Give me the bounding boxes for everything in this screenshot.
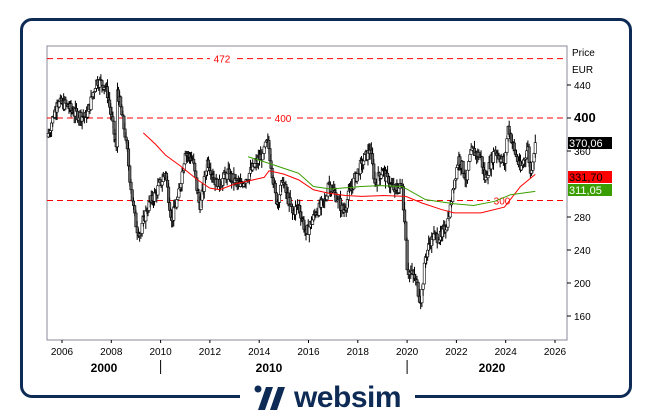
moving-average-line xyxy=(247,156,536,206)
x-tick-label: 2020 xyxy=(396,347,419,358)
candle xyxy=(288,197,292,205)
candle xyxy=(180,171,184,184)
candle xyxy=(465,169,469,181)
candle xyxy=(129,181,133,191)
websim-logo: websim xyxy=(240,378,415,418)
candle xyxy=(404,221,408,241)
candle xyxy=(86,110,90,118)
x-tick-label: 2014 xyxy=(248,347,271,358)
candle xyxy=(533,142,537,154)
y-tick-label: 160 xyxy=(574,312,591,323)
candle xyxy=(362,160,366,165)
x-tick-label: 2010 xyxy=(149,347,172,358)
candle xyxy=(100,80,104,86)
moving-average-line xyxy=(143,132,536,214)
candle xyxy=(127,148,131,167)
plot-area xyxy=(46,45,568,341)
y-tick-label: 240 xyxy=(574,246,591,257)
candle xyxy=(273,182,277,194)
y-tick-label: 200 xyxy=(574,279,591,290)
candle xyxy=(193,162,197,172)
candle xyxy=(468,154,472,162)
candle xyxy=(172,206,176,221)
decade-label: 2010 xyxy=(256,361,283,375)
x-tick-label: 2022 xyxy=(445,347,468,358)
candle xyxy=(160,181,164,186)
y-tick-label: 280 xyxy=(574,213,591,224)
candle xyxy=(379,174,383,179)
x-tick-label: 2018 xyxy=(347,347,370,358)
level-label: 472 xyxy=(214,55,231,66)
candle xyxy=(421,283,425,290)
websim-mark-icon xyxy=(254,385,285,410)
candle xyxy=(176,196,180,200)
y-tick-label: 360 xyxy=(574,147,591,158)
last-value-badge xyxy=(568,171,612,183)
x-tick-label: 2012 xyxy=(199,347,222,358)
x-tick-label: 2026 xyxy=(544,347,567,358)
websim-wordmark: websim xyxy=(293,381,402,414)
decade-label: 2000 xyxy=(91,361,118,375)
candle xyxy=(461,160,465,174)
x-tick-label: 2016 xyxy=(297,347,320,358)
last-value-text: 311,05 xyxy=(569,185,602,197)
candle xyxy=(467,161,471,171)
x-tick-label: 2024 xyxy=(495,347,518,358)
last-value-badge xyxy=(568,184,612,196)
level-label: 300 xyxy=(494,197,511,208)
x-tick-label: 2006 xyxy=(51,347,74,358)
last-value-badge xyxy=(568,137,612,149)
candle xyxy=(111,116,115,122)
y-tick-label: 440 xyxy=(574,81,591,92)
unit-label: EUR xyxy=(572,65,593,76)
last-value-text: 370,06 xyxy=(569,138,603,150)
candle xyxy=(194,170,198,179)
decade-label: 2020 xyxy=(479,361,506,375)
candle xyxy=(156,185,160,196)
level-label: 400 xyxy=(275,114,292,125)
y-axis-label: Price xyxy=(572,48,595,59)
candle xyxy=(527,146,531,163)
candle xyxy=(512,142,516,151)
y-tick-label: 400 xyxy=(574,110,596,125)
x-tick-label: 2008 xyxy=(100,347,123,358)
last-value-text: 331,70 xyxy=(569,172,603,184)
candle xyxy=(403,209,407,223)
